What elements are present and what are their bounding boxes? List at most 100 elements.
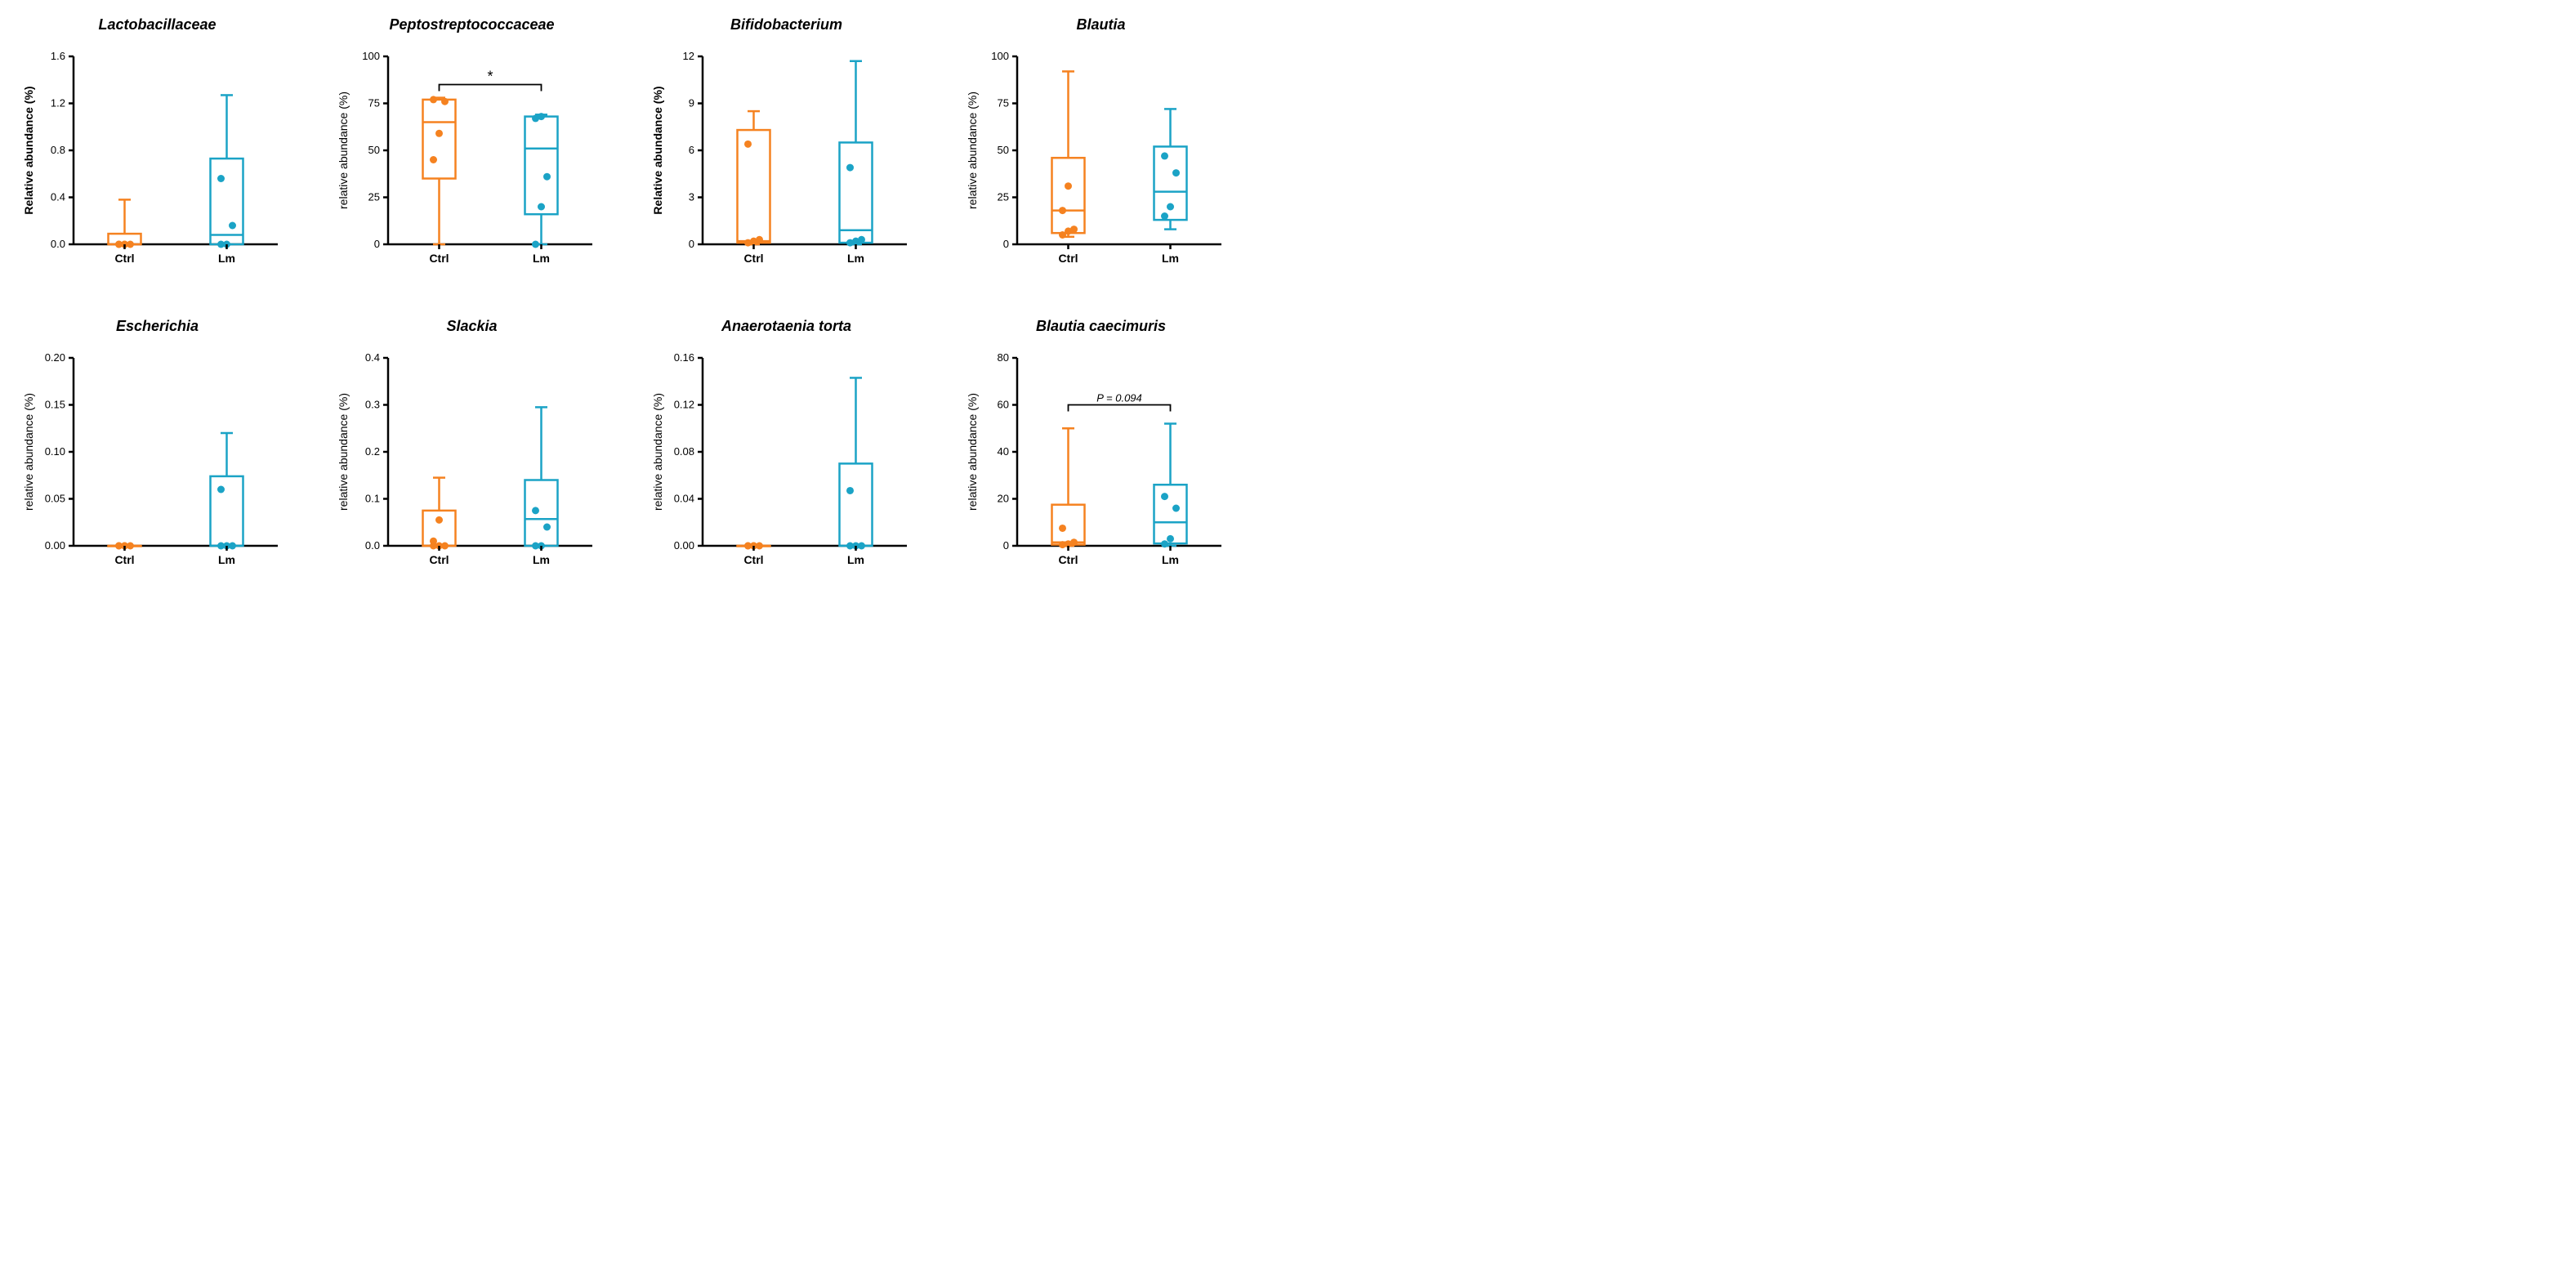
y-tick-label: 25 bbox=[368, 191, 380, 203]
x-tick-label: Ctrl bbox=[429, 553, 449, 566]
data-point bbox=[229, 222, 236, 230]
box-group bbox=[211, 95, 243, 248]
y-axis-label: relative abundance (%) bbox=[22, 393, 35, 511]
data-point bbox=[1059, 207, 1066, 214]
data-point bbox=[532, 507, 539, 514]
data-point bbox=[744, 141, 752, 148]
x-tick-label: Ctrl bbox=[743, 252, 763, 265]
box-group bbox=[525, 113, 558, 248]
data-point bbox=[1161, 493, 1168, 500]
data-point bbox=[441, 98, 449, 105]
y-tick-label: 1.6 bbox=[51, 50, 65, 62]
boxplot-panel: Lactobacillaceae0.00.40.81.21.6Relative … bbox=[16, 16, 298, 285]
box-group bbox=[1154, 109, 1187, 229]
data-point bbox=[435, 516, 443, 524]
data-point bbox=[1161, 212, 1168, 220]
data-point bbox=[217, 486, 225, 494]
boxplot-svg: 020406080relative abundance (%)CtrlLmP =… bbox=[960, 342, 1238, 587]
x-tick-label: Ctrl bbox=[1058, 252, 1078, 265]
data-point bbox=[1065, 182, 1072, 190]
x-tick-label: Lm bbox=[218, 553, 235, 566]
panel-title: Slackia bbox=[331, 318, 613, 335]
y-tick-label: 6 bbox=[689, 144, 694, 156]
y-tick-label: 0.08 bbox=[674, 445, 694, 458]
data-point bbox=[435, 130, 443, 137]
y-tick-label: 0.20 bbox=[45, 351, 65, 364]
panel-title: Blautia bbox=[960, 16, 1242, 33]
y-tick-label: 0.0 bbox=[365, 539, 380, 552]
y-tick-label: 0.04 bbox=[674, 493, 694, 505]
y-tick-label: 0.00 bbox=[674, 539, 694, 552]
y-tick-label: 0.05 bbox=[45, 493, 65, 505]
panel-title: Anaerotaenia torta bbox=[645, 318, 927, 335]
box-group bbox=[211, 433, 243, 550]
x-tick-label: Ctrl bbox=[1058, 553, 1078, 566]
data-point bbox=[217, 175, 225, 182]
boxplot-panel: Anaerotaenia torta 0.00 0.04 0.08 0.12 0.16 re… bbox=[645, 318, 927, 587]
data-point bbox=[543, 524, 551, 531]
data-point bbox=[538, 113, 545, 120]
y-tick-label: 0.12 bbox=[674, 399, 694, 411]
y-tick-label: 0.8 bbox=[51, 144, 65, 156]
data-point bbox=[1059, 525, 1066, 532]
y-tick-label: 0.00 bbox=[45, 539, 65, 552]
boxplot-svg: 036912Relative abundance (%)CtrlLm bbox=[645, 40, 923, 285]
panel-title: Blautia caecimuris bbox=[960, 318, 1242, 335]
box-group bbox=[840, 377, 873, 549]
y-axis-label: Relative abundance (%) bbox=[651, 86, 664, 214]
box-group bbox=[1052, 71, 1085, 239]
y-axis-label: Relative abundance (%) bbox=[22, 86, 35, 214]
data-point bbox=[846, 164, 854, 172]
box-group bbox=[738, 111, 770, 247]
y-tick-label: 80 bbox=[998, 351, 1009, 364]
data-point bbox=[1172, 169, 1180, 176]
y-tick-label: 40 bbox=[998, 445, 1009, 458]
y-tick-label: 0.4 bbox=[51, 191, 65, 203]
x-tick-label: Lm bbox=[533, 553, 550, 566]
y-tick-label: 3 bbox=[689, 191, 694, 203]
x-tick-label: Ctrl bbox=[743, 553, 763, 566]
data-point bbox=[229, 543, 236, 550]
data-point bbox=[858, 543, 865, 550]
y-tick-label: 0.16 bbox=[674, 351, 694, 364]
x-tick-label: Lm bbox=[847, 553, 864, 566]
data-point bbox=[1167, 203, 1174, 211]
y-tick-label: 0.2 bbox=[365, 445, 380, 458]
significance-label: P = 0.094 bbox=[1096, 392, 1142, 404]
y-tick-label: 60 bbox=[998, 399, 1009, 411]
data-point bbox=[1070, 226, 1078, 233]
y-tick-label: 0.10 bbox=[45, 445, 65, 458]
boxplot-panel: Blautia caecimuris020406080relative abun… bbox=[960, 318, 1242, 587]
data-point bbox=[538, 203, 545, 211]
y-tick-label: 0.3 bbox=[365, 399, 380, 411]
data-point bbox=[430, 538, 437, 545]
y-tick-label: 12 bbox=[683, 50, 694, 62]
y-tick-label: 0 bbox=[689, 238, 694, 250]
y-tick-label: 75 bbox=[368, 97, 380, 109]
boxplot-svg: 0255075100relative abundance (%)CtrlLm* bbox=[331, 40, 609, 285]
boxplot-panel: Peptostreptococcaceae0255075100relative … bbox=[331, 16, 613, 285]
box-group bbox=[525, 407, 558, 549]
significance-bracket bbox=[1069, 405, 1171, 412]
data-point bbox=[1070, 538, 1078, 546]
data-point bbox=[858, 236, 865, 243]
y-tick-label: 1.2 bbox=[51, 97, 65, 109]
y-tick-label: 0.15 bbox=[45, 399, 65, 411]
y-axis-label: relative abundance (%) bbox=[651, 393, 664, 511]
y-tick-label: 0.4 bbox=[365, 351, 380, 364]
y-axis-label: relative abundance (%) bbox=[966, 393, 979, 511]
box-group bbox=[1052, 428, 1085, 548]
boxplot-svg: 0255075100relative abundance (%)CtrlLm bbox=[960, 40, 1238, 285]
panel-title: Peptostreptococcaceae bbox=[331, 16, 613, 33]
boxplot-svg: 0.00 0.05 0.10 0.15 0.20 relative abundance (… bbox=[16, 342, 294, 587]
y-tick-label: 0.1 bbox=[365, 493, 380, 505]
x-tick-label: Lm bbox=[533, 252, 550, 265]
data-point bbox=[756, 236, 763, 243]
y-tick-label: 75 bbox=[998, 97, 1009, 109]
x-tick-label: Ctrl bbox=[114, 553, 134, 566]
y-axis-label: relative abundance (%) bbox=[337, 92, 350, 209]
x-tick-label: Lm bbox=[847, 252, 864, 265]
boxplot-panel: Blautia 0255075100relative abundance (%)C… bbox=[960, 16, 1242, 285]
x-tick-label: Ctrl bbox=[429, 252, 449, 265]
y-tick-label: 0 bbox=[374, 238, 380, 250]
